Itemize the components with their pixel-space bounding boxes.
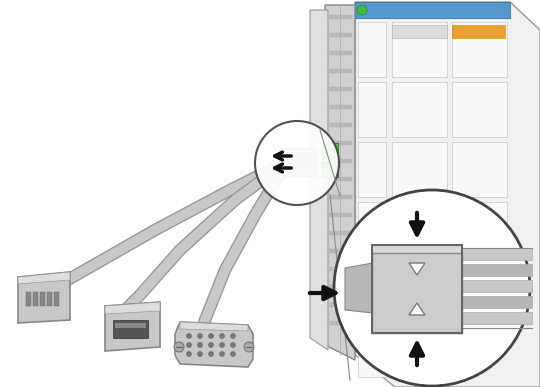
Polygon shape	[18, 272, 70, 284]
Circle shape	[208, 334, 213, 339]
Circle shape	[208, 351, 213, 356]
Polygon shape	[460, 264, 532, 276]
Polygon shape	[310, 10, 328, 350]
Circle shape	[186, 334, 192, 339]
Polygon shape	[328, 303, 352, 307]
Circle shape	[198, 351, 202, 356]
Polygon shape	[105, 302, 160, 351]
Polygon shape	[285, 148, 315, 176]
Polygon shape	[452, 25, 505, 38]
Polygon shape	[287, 152, 313, 172]
Polygon shape	[180, 322, 248, 331]
Polygon shape	[358, 22, 386, 77]
Polygon shape	[409, 303, 425, 315]
Polygon shape	[452, 202, 507, 257]
Polygon shape	[47, 292, 52, 306]
Polygon shape	[345, 263, 373, 313]
Polygon shape	[328, 267, 352, 271]
Circle shape	[255, 121, 339, 205]
Polygon shape	[328, 321, 352, 325]
Polygon shape	[328, 33, 352, 37]
Polygon shape	[452, 82, 507, 137]
Circle shape	[219, 334, 225, 339]
Polygon shape	[452, 262, 507, 317]
Polygon shape	[328, 51, 352, 55]
Polygon shape	[392, 202, 447, 257]
Polygon shape	[328, 213, 352, 217]
Polygon shape	[328, 123, 352, 127]
Polygon shape	[328, 105, 352, 109]
Polygon shape	[105, 302, 160, 314]
Polygon shape	[328, 141, 352, 145]
Polygon shape	[54, 292, 59, 306]
Polygon shape	[358, 202, 386, 257]
Polygon shape	[328, 177, 352, 181]
Circle shape	[219, 351, 225, 356]
Polygon shape	[358, 82, 386, 137]
Polygon shape	[392, 25, 447, 38]
Polygon shape	[113, 320, 148, 338]
Circle shape	[186, 342, 192, 348]
Polygon shape	[358, 322, 386, 377]
Circle shape	[219, 342, 225, 348]
Polygon shape	[26, 292, 31, 306]
Circle shape	[198, 334, 202, 339]
Polygon shape	[325, 5, 355, 360]
Circle shape	[334, 190, 530, 386]
Circle shape	[231, 342, 235, 348]
Polygon shape	[328, 285, 352, 289]
Polygon shape	[115, 323, 146, 328]
Polygon shape	[460, 248, 532, 260]
Polygon shape	[322, 143, 338, 158]
Polygon shape	[328, 69, 352, 73]
Polygon shape	[392, 22, 447, 77]
Polygon shape	[355, 2, 510, 18]
Polygon shape	[328, 15, 352, 19]
Polygon shape	[452, 142, 507, 197]
Polygon shape	[358, 262, 386, 317]
Circle shape	[231, 334, 235, 339]
Polygon shape	[372, 245, 462, 253]
Circle shape	[208, 342, 213, 348]
Polygon shape	[452, 22, 507, 77]
Circle shape	[186, 351, 192, 356]
Polygon shape	[460, 312, 532, 324]
Polygon shape	[460, 296, 532, 308]
Polygon shape	[18, 272, 70, 323]
Polygon shape	[392, 82, 447, 137]
Polygon shape	[460, 280, 532, 292]
Polygon shape	[409, 263, 425, 275]
Polygon shape	[33, 292, 38, 306]
Polygon shape	[392, 262, 447, 317]
Polygon shape	[372, 253, 462, 333]
Polygon shape	[355, 2, 540, 387]
Polygon shape	[322, 162, 338, 177]
Polygon shape	[392, 142, 447, 197]
Circle shape	[174, 342, 184, 352]
Polygon shape	[328, 87, 352, 91]
Circle shape	[357, 5, 367, 15]
Polygon shape	[328, 249, 352, 253]
Circle shape	[244, 342, 254, 352]
Polygon shape	[358, 142, 386, 197]
Polygon shape	[328, 231, 352, 235]
Circle shape	[198, 342, 202, 348]
Circle shape	[231, 351, 235, 356]
Polygon shape	[40, 292, 45, 306]
Polygon shape	[328, 195, 352, 199]
Polygon shape	[175, 322, 253, 367]
Polygon shape	[328, 159, 352, 163]
